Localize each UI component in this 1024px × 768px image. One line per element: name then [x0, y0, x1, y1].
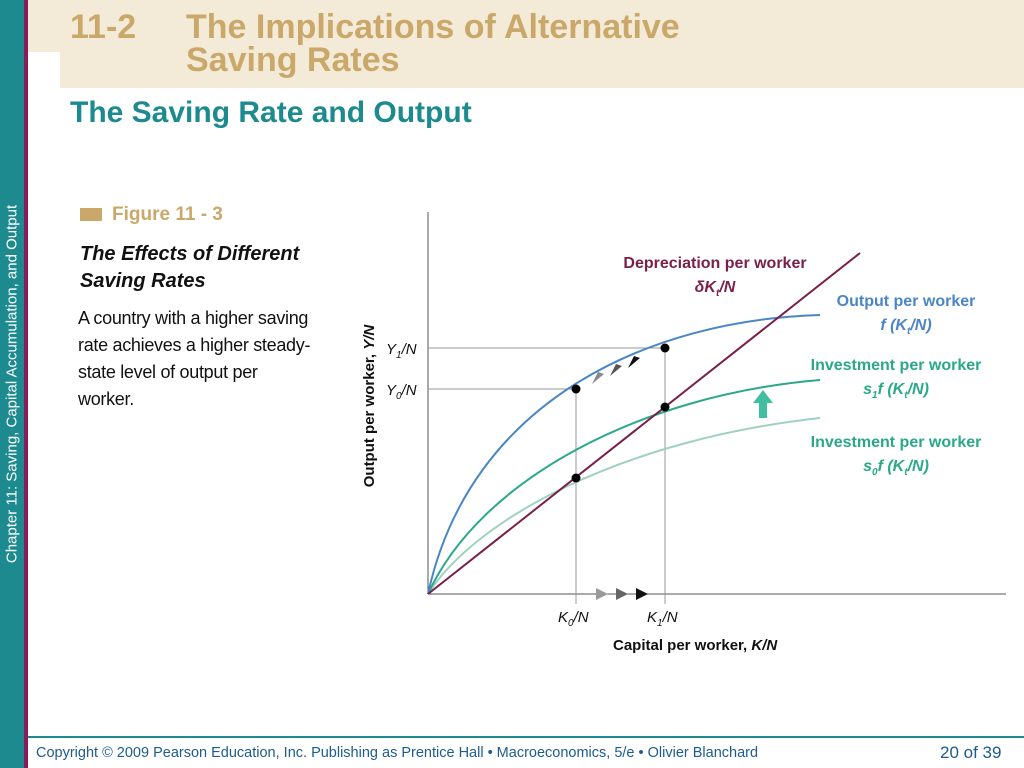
depreciation-formula: δKt/N: [695, 279, 736, 299]
sidebar-edge: [24, 0, 28, 768]
depreciation-label: Depreciation per worker: [623, 255, 806, 272]
curve-arrow-3: [628, 356, 640, 368]
figure-marker: [80, 208, 102, 221]
up-arrow-icon: [753, 390, 773, 418]
investment-low-formula: s0f (Kt/N): [863, 458, 929, 478]
k0-tick-label: K0/N: [558, 609, 589, 629]
investment-high-curve: [427, 379, 821, 595]
figure-description: A country with a higher saving rate achi…: [78, 308, 311, 409]
title-band-lower: [60, 52, 1024, 88]
section-number: 11-2: [70, 8, 137, 46]
title-line-1: The Implications of Alternative: [186, 8, 680, 46]
output-formula: f (Kt/N): [880, 317, 931, 337]
sidebar-band: [0, 0, 24, 768]
point-y0: [571, 384, 581, 394]
chapter-label: Chapter 11: Saving, Capital Accumulation…: [3, 204, 21, 564]
y0-tick-label: Y0/N: [386, 382, 417, 402]
investment-high-formula: s1f (Kt/N): [863, 381, 929, 401]
slide-subtitle: The Saving Rate and Output: [70, 96, 472, 129]
footer-copyright: Copyright © 2009 Pearson Education, Inc.…: [36, 745, 759, 761]
point-y1: [660, 343, 670, 353]
output-label: Output per worker: [837, 293, 976, 310]
axis-arrow-2: [616, 588, 628, 600]
point-steady-low: [571, 473, 581, 483]
investment-low-curve: [427, 417, 821, 595]
title-band-notch: [28, 52, 60, 88]
slide-title: 11-2 The Implications of Alternative Savi…: [70, 4, 680, 79]
footer-rule: [28, 736, 1024, 738]
figure-label: Figure 11 - 3: [112, 204, 223, 225]
curve-arrow-1: [592, 372, 604, 384]
title-line-2: Saving Rates: [186, 41, 400, 79]
curve-arrow-2: [610, 364, 622, 376]
figure-title: The Effects of Different Saving Rates: [80, 243, 300, 292]
page-number: 20 of 39: [940, 743, 1002, 762]
y1-tick-label: Y1/N: [386, 341, 417, 361]
k1-tick-label: K1/N: [647, 609, 678, 629]
saving-rate-diagram: Output per worker, Y/N Y1/N Y0/N K0/N K1…: [361, 212, 1006, 654]
axis-arrow-1: [596, 588, 608, 600]
investment-high-label: Investment per worker: [811, 357, 982, 374]
point-steady-high: [660, 402, 670, 412]
output-curve: [427, 314, 821, 595]
x-axis-title: Capital per worker, K/N: [613, 637, 778, 654]
investment-low-label: Investment per worker: [811, 434, 982, 451]
axis-arrow-3: [636, 588, 648, 600]
y-axis-title: Output per worker, Y/N: [361, 324, 378, 488]
title-band: [28, 0, 1024, 52]
depreciation-line: [427, 252, 861, 595]
